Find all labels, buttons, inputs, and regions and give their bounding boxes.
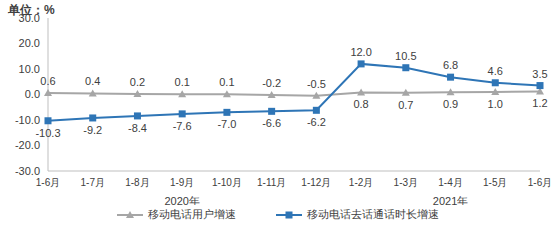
svg-text:1-8月: 1-8月: [125, 177, 149, 188]
svg-text:0.8: 0.8: [353, 98, 368, 110]
svg-text:-30.0: -30.0: [15, 165, 40, 177]
svg-text:10.5: 10.5: [395, 50, 416, 62]
svg-text:-6.2: -6.2: [307, 116, 326, 128]
svg-text:3.5: 3.5: [532, 68, 547, 80]
svg-text:2021年: 2021年: [433, 195, 468, 205]
svg-text:-8.4: -8.4: [128, 122, 147, 134]
svg-text:10.0: 10.0: [19, 63, 40, 75]
svg-text:1.0: 1.0: [488, 98, 503, 110]
svg-text:1.2: 1.2: [532, 97, 547, 109]
svg-text:1-4月: 1-4月: [438, 177, 462, 188]
svg-text:-0.2: -0.2: [262, 77, 281, 89]
svg-text:1-5月: 1-5月: [483, 177, 507, 188]
svg-text:-9.2: -9.2: [83, 124, 102, 136]
svg-text:0.0: 0.0: [25, 88, 40, 100]
svg-text:2020年: 2020年: [164, 195, 199, 205]
svg-text:0.1: 0.1: [219, 76, 234, 88]
svg-text:1-10月: 1-10月: [212, 177, 242, 188]
svg-text:-6.6: -6.6: [262, 117, 281, 129]
svg-text:30.0: 30.0: [19, 12, 40, 24]
svg-text:-20.0: -20.0: [15, 139, 40, 151]
svg-text:12.0: 12.0: [350, 46, 371, 58]
svg-text:-7.6: -7.6: [173, 120, 192, 132]
svg-text:1-2月: 1-2月: [349, 177, 373, 188]
svg-text:20.0: 20.0: [19, 37, 40, 49]
svg-text:0.2: 0.2: [130, 76, 145, 88]
svg-text:0.4: 0.4: [85, 75, 100, 87]
svg-text:1-3月: 1-3月: [394, 177, 418, 188]
svg-text:-7.0: -7.0: [217, 118, 236, 130]
svg-text:1-7月: 1-7月: [81, 177, 105, 188]
svg-text:1-12月: 1-12月: [301, 177, 331, 188]
svg-text:0.1: 0.1: [175, 76, 190, 88]
svg-text:1-11月: 1-11月: [257, 177, 286, 188]
svg-text:0.6: 0.6: [40, 75, 55, 87]
svg-text:-0.5: -0.5: [307, 78, 326, 90]
svg-text:0.7: 0.7: [398, 99, 413, 111]
svg-text:1-6月: 1-6月: [36, 177, 60, 188]
svg-text:1-9月: 1-9月: [170, 177, 194, 188]
svg-text:1-6月: 1-6月: [528, 177, 548, 188]
svg-text:4.6: 4.6: [488, 65, 503, 77]
svg-text:-10.0: -10.0: [15, 114, 40, 126]
svg-text:-10.3: -10.3: [35, 127, 60, 139]
svg-text:0.9: 0.9: [443, 98, 458, 110]
svg-text:6.8: 6.8: [443, 59, 458, 71]
